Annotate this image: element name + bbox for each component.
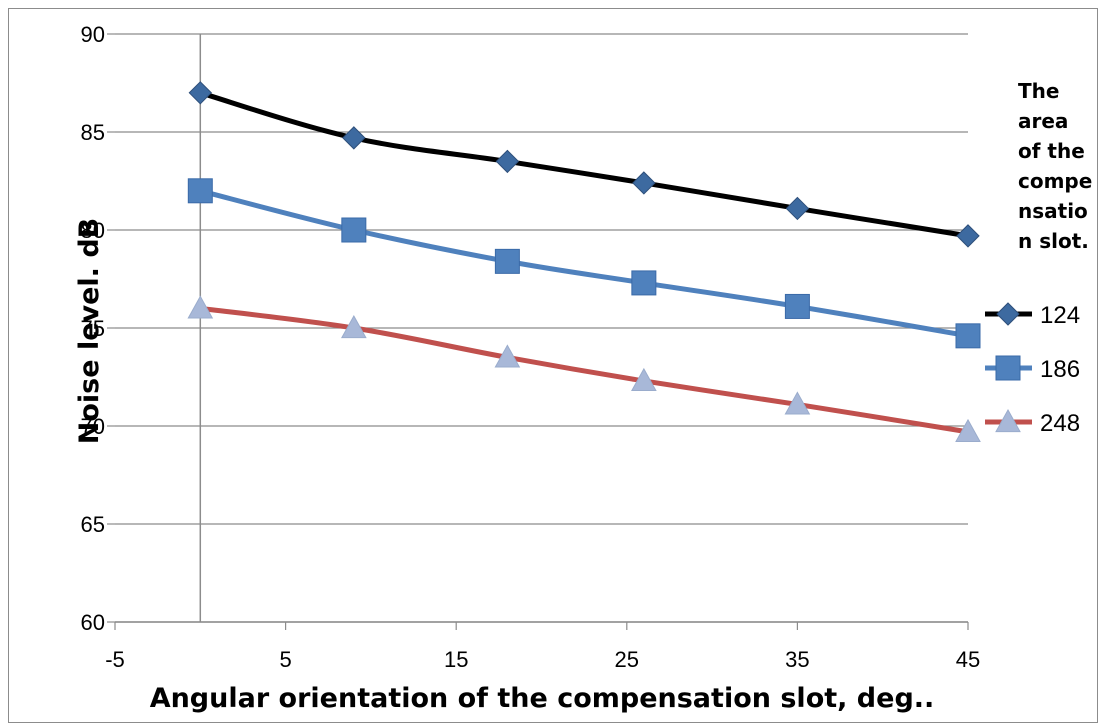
- y-tick-label: 75: [81, 316, 105, 341]
- data-point-124-35: [785, 196, 810, 221]
- y-tick-label: 60: [81, 610, 105, 635]
- x-tick-labels: -5 5 15 25 35 45: [105, 647, 980, 672]
- data-point-186-9: [341, 217, 367, 243]
- legend-label-124: 124: [1040, 302, 1080, 329]
- series-line-248: [197, 305, 971, 435]
- x-tick-label: 15: [444, 647, 468, 672]
- data-point-124-0: [188, 81, 213, 105]
- y-tick-label: 90: [81, 22, 105, 47]
- data-point-186-18: [494, 248, 520, 274]
- legend-title-line: n slot.: [1018, 229, 1089, 253]
- x-tick-label: 25: [615, 647, 639, 672]
- x-tick-label: 45: [956, 647, 980, 672]
- data-point-248-26: [631, 367, 657, 392]
- data-point-186-45: [955, 323, 981, 349]
- y-tick-labels: 60 65 70 75 80 85 90: [81, 22, 105, 635]
- data-point-248-18: [494, 344, 521, 368]
- legend-title-line: area: [1018, 109, 1068, 133]
- data-point-124-26: [632, 171, 656, 195]
- data-point-124-45: [956, 224, 980, 248]
- legend-label-186: 186: [1040, 356, 1080, 383]
- data-point-186-0: [187, 178, 213, 204]
- y-tick-label: 65: [81, 512, 105, 537]
- legend-marker-248: [995, 408, 1021, 433]
- series-markers: [187, 81, 981, 442]
- gridlines: [107, 33, 968, 623]
- y-tick-label: 80: [81, 218, 105, 243]
- legend-marker-124: [996, 302, 1020, 326]
- series-lines: [197, 90, 971, 435]
- legend-title-line: The: [1018, 79, 1059, 103]
- y-tick-label: 85: [81, 120, 105, 145]
- data-point-186-26: [631, 270, 657, 296]
- legend-title-line: nsatio: [1018, 199, 1088, 223]
- data-point-248-0: [187, 295, 214, 319]
- series-line-124: [197, 90, 971, 239]
- x-tick-label: -5: [105, 647, 125, 672]
- axes: [114, 34, 969, 630]
- legend-label-248: 248: [1040, 410, 1080, 437]
- data-point-124-18: [495, 149, 520, 174]
- legend: The area of the compe nsatio n slot. 124 186 248: [985, 79, 1092, 437]
- y-axis-title: Noise level. dB: [74, 218, 105, 444]
- data-point-124-9: [342, 126, 366, 150]
- x-tick-label: 5: [279, 647, 291, 672]
- x-tick-label: 35: [785, 647, 809, 672]
- legend-title-line: of the: [1018, 139, 1085, 163]
- legend-marker-186: [995, 355, 1021, 381]
- y-tick-label: 70: [81, 414, 105, 439]
- series-line-186: [197, 188, 971, 339]
- data-point-248-9: [340, 314, 367, 339]
- legend-title-line: compe: [1018, 169, 1092, 193]
- data-point-248-35: [784, 391, 811, 415]
- data-point-248-45: [955, 418, 981, 442]
- data-point-186-35: [784, 293, 810, 319]
- x-axis-title: Angular orientation of the compensation …: [150, 683, 935, 714]
